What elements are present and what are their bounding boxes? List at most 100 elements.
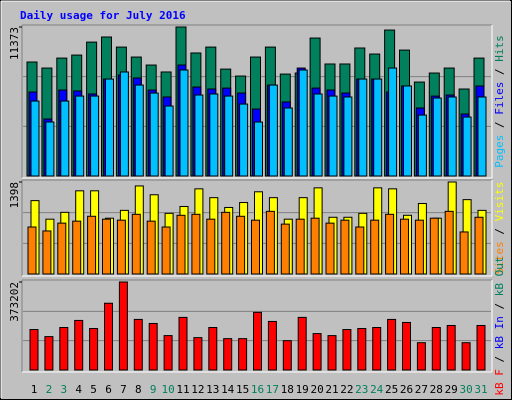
x-tick-label: 19 bbox=[296, 383, 309, 396]
bar bbox=[89, 328, 99, 371]
x-tick-label: 15 bbox=[236, 383, 249, 396]
bar bbox=[104, 302, 113, 371]
legend-entry: kB Out bbox=[493, 256, 506, 296]
bar bbox=[474, 216, 484, 275]
bar bbox=[459, 231, 469, 275]
bar bbox=[208, 327, 218, 371]
bar bbox=[251, 219, 260, 275]
bar bbox=[57, 222, 67, 275]
x-tick-label: 27 bbox=[415, 383, 428, 396]
x-tick-label: 17 bbox=[266, 383, 279, 396]
bar bbox=[148, 322, 158, 371]
x-tick-label: 7 bbox=[120, 383, 127, 396]
bar bbox=[325, 222, 335, 275]
bar bbox=[239, 103, 249, 177]
bar bbox=[297, 316, 307, 371]
x-tick-label: 9 bbox=[150, 383, 157, 396]
bar bbox=[429, 217, 439, 275]
bar bbox=[119, 71, 129, 177]
bar bbox=[134, 84, 144, 177]
bar bbox=[402, 321, 411, 371]
bar bbox=[312, 333, 322, 371]
bar bbox=[90, 95, 100, 177]
bar bbox=[342, 329, 352, 371]
legend-entry: kB F bbox=[493, 369, 506, 396]
x-tick-label: 2 bbox=[46, 383, 53, 396]
x-tick-label: 18 bbox=[281, 383, 294, 396]
x-tick-label: 20 bbox=[310, 383, 323, 396]
x-tick-label: 30 bbox=[459, 383, 472, 396]
bar bbox=[224, 95, 234, 177]
bar bbox=[102, 218, 111, 275]
x-tick-label: 4 bbox=[75, 383, 82, 396]
bar bbox=[238, 338, 248, 371]
bar bbox=[193, 337, 203, 371]
bar bbox=[42, 230, 52, 275]
x-tick-label: 16 bbox=[251, 383, 264, 396]
bar bbox=[417, 114, 427, 177]
bar bbox=[400, 218, 409, 275]
bar bbox=[179, 69, 189, 177]
x-tick-label: 21 bbox=[325, 383, 338, 396]
x-tick-label: 6 bbox=[105, 383, 112, 396]
bar bbox=[163, 335, 173, 371]
x-tick-label: 3 bbox=[60, 383, 67, 396]
bar bbox=[385, 213, 395, 275]
bar bbox=[310, 217, 320, 275]
bar bbox=[164, 105, 174, 177]
legend-separator: / bbox=[493, 349, 506, 369]
bar bbox=[370, 219, 380, 275]
bar bbox=[116, 219, 126, 275]
bar bbox=[149, 92, 159, 177]
bar bbox=[253, 311, 262, 371]
x-tick-label: 25 bbox=[385, 383, 398, 396]
legend-separator: / bbox=[493, 115, 506, 135]
bar bbox=[161, 226, 171, 275]
bar bbox=[432, 97, 442, 177]
bar bbox=[447, 96, 457, 177]
bar bbox=[387, 318, 397, 371]
bar bbox=[223, 338, 233, 371]
legend: Pages / Files / Hits bbox=[493, 35, 506, 168]
x-tick-label: 5 bbox=[90, 383, 97, 396]
bar bbox=[372, 327, 382, 371]
bar bbox=[87, 215, 97, 275]
legend-entry: Hits bbox=[493, 35, 506, 62]
x-tick-label: 26 bbox=[400, 383, 413, 396]
bar bbox=[282, 340, 292, 371]
bar bbox=[131, 213, 141, 275]
x-tick-label: 14 bbox=[221, 383, 235, 396]
y-tick-label: 1398 bbox=[8, 182, 21, 209]
bar bbox=[373, 78, 383, 177]
bar bbox=[414, 219, 424, 275]
bar bbox=[327, 335, 337, 371]
bar bbox=[313, 93, 323, 177]
bar bbox=[176, 214, 186, 275]
bar bbox=[267, 320, 277, 371]
bar bbox=[146, 220, 156, 275]
x-tick-label: 28 bbox=[430, 383, 443, 396]
legend: Sites / Visits bbox=[493, 182, 506, 275]
bar bbox=[221, 211, 231, 275]
bar bbox=[60, 100, 70, 177]
bar bbox=[340, 219, 350, 275]
x-tick-label: 23 bbox=[355, 383, 368, 396]
bar bbox=[343, 96, 353, 177]
bar bbox=[476, 324, 486, 371]
bar bbox=[295, 218, 305, 275]
legend-entry: Visits bbox=[493, 182, 506, 222]
bar bbox=[44, 336, 54, 371]
legend-separator: / bbox=[493, 62, 506, 82]
bar bbox=[27, 226, 37, 275]
x-tick-label: 13 bbox=[206, 383, 219, 396]
bar bbox=[45, 121, 55, 177]
bar bbox=[446, 324, 456, 371]
legend-separator: / bbox=[493, 296, 506, 316]
bar bbox=[178, 316, 188, 371]
bar bbox=[477, 96, 487, 177]
bar bbox=[29, 329, 39, 371]
bar bbox=[105, 78, 114, 177]
x-tick-label: 11 bbox=[176, 383, 189, 396]
bar bbox=[280, 223, 290, 275]
